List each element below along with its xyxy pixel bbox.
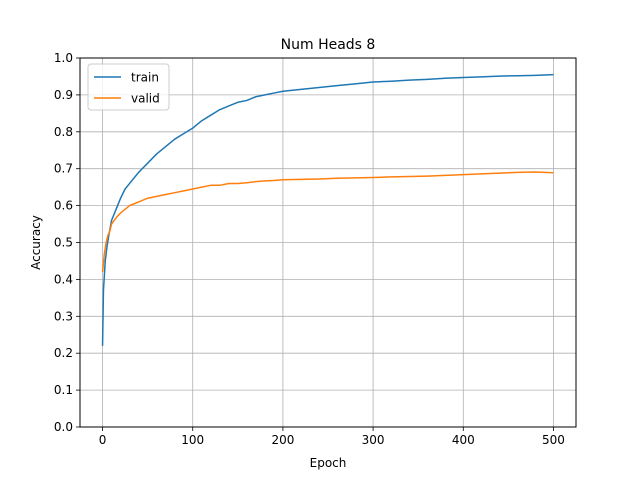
x-tick-label: 100 bbox=[181, 433, 204, 447]
y-tick-label: 0.7 bbox=[54, 162, 73, 176]
y-tick-label: 0.1 bbox=[54, 383, 73, 397]
legend: train valid bbox=[87, 63, 170, 111]
series-line-valid bbox=[101, 171, 554, 273]
x-tick-label: 400 bbox=[452, 433, 475, 447]
legend-label-train: train bbox=[131, 71, 159, 85]
axis-ticks: 0 100 200 300 400 500 0.0 0.1 0.2 0.3 0.4 0.5 0.6 0.7… bbox=[54, 51, 565, 447]
x-tick-label: 500 bbox=[542, 433, 565, 447]
y-axis-label: Accuracy bbox=[29, 215, 43, 270]
y-tick-label: 0.2 bbox=[54, 346, 73, 360]
y-tick-label: 0.4 bbox=[54, 272, 73, 286]
y-tick-label: 0.0 bbox=[54, 420, 73, 434]
y-tick-label: 0.3 bbox=[54, 309, 73, 323]
series-layer bbox=[101, 73, 554, 346]
x-tick-label: 200 bbox=[271, 433, 294, 447]
chart-title: Num Heads 8 bbox=[281, 37, 376, 53]
x-tick-label: 300 bbox=[362, 433, 385, 447]
series-line-train bbox=[101, 73, 554, 346]
y-tick-label: 0.9 bbox=[54, 88, 73, 102]
y-tick-label: 0.5 bbox=[54, 236, 73, 250]
x-tick-label: 0 bbox=[99, 433, 107, 447]
legend-label-valid: valid bbox=[131, 92, 160, 106]
x-axis-label: Epoch bbox=[310, 456, 347, 470]
y-tick-label: 0.6 bbox=[54, 199, 73, 213]
grid bbox=[80, 57, 576, 428]
y-tick-label: 1.0 bbox=[54, 51, 73, 65]
y-tick-label: 0.8 bbox=[54, 125, 73, 139]
